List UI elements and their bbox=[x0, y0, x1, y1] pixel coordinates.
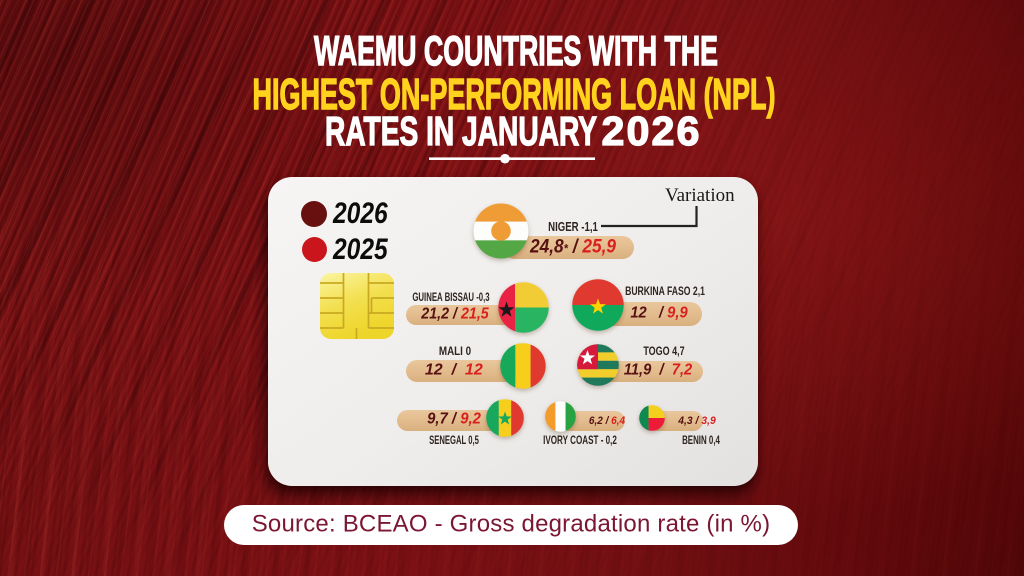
svg-text:2026: 2026 bbox=[602, 108, 702, 154]
svg-text:WAEMU COUNTRIES WITH THE: WAEMU COUNTRIES WITH THE bbox=[314, 27, 718, 74]
svg-text:RATES IN JANUARY: RATES IN JANUARY bbox=[325, 108, 597, 154]
svg-text:HIGHEST ON-PERFORMING LOAN (NP: HIGHEST ON-PERFORMING LOAN (NPL) bbox=[253, 70, 776, 119]
